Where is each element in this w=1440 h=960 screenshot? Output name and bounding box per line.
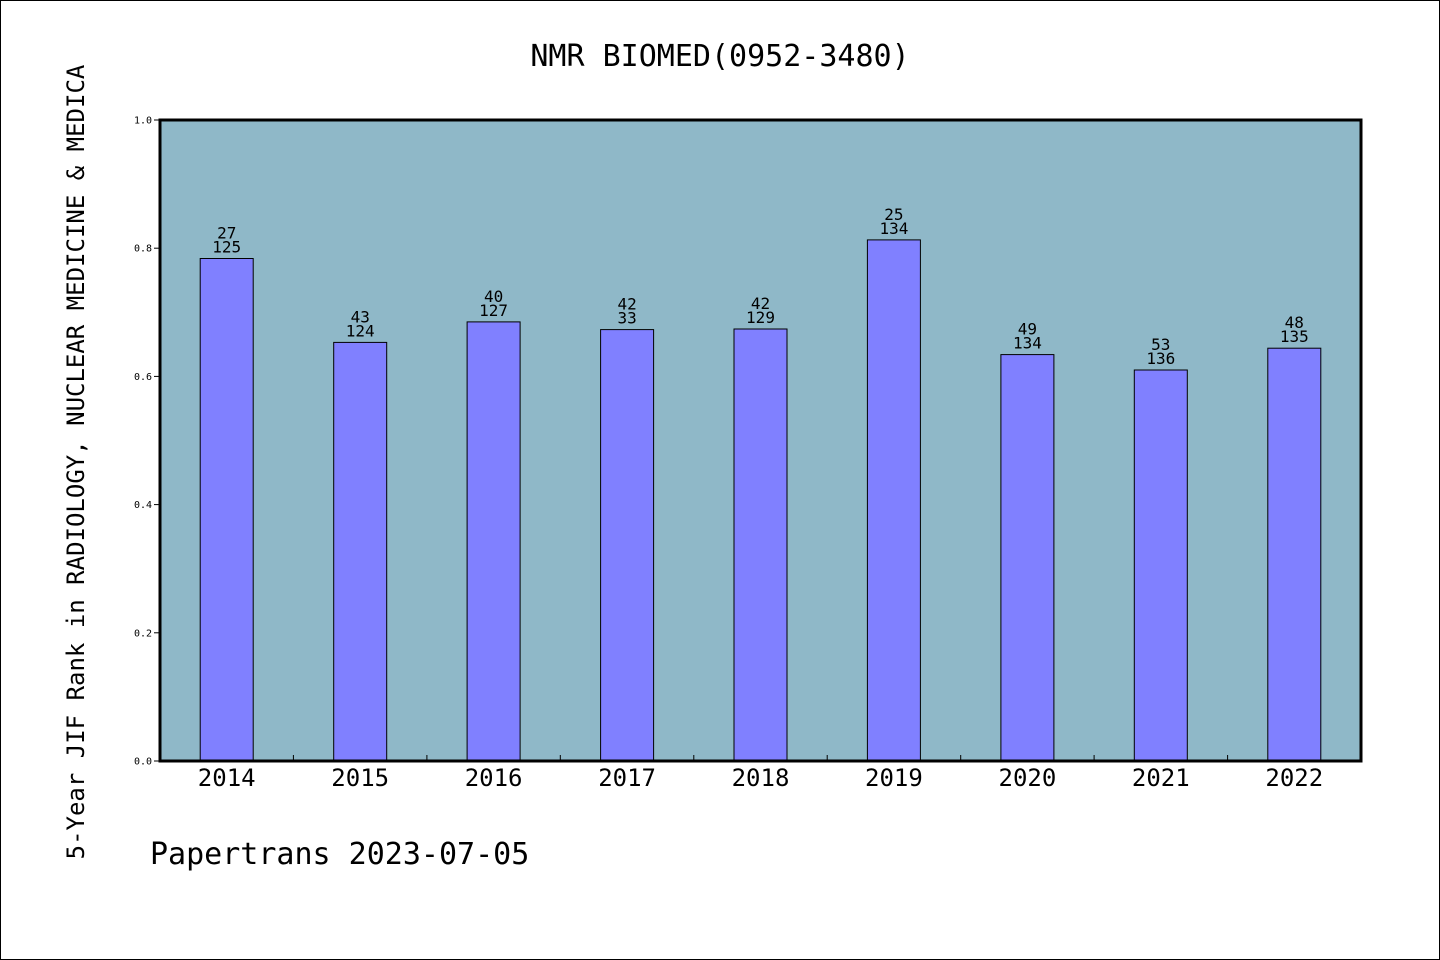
bar-total-label: 136 xyxy=(1146,349,1175,368)
y-axis: 0.0 0.2 0.4 0.6 0.8 1.0 xyxy=(134,116,160,768)
bar-2020 xyxy=(1000,354,1055,762)
bar-2019 xyxy=(866,239,921,762)
bar-2022 xyxy=(1267,347,1322,762)
x-tick-label: 2018 xyxy=(732,764,790,792)
x-tick-label: 2017 xyxy=(598,764,656,792)
y-tick-label: 0.0 xyxy=(134,757,152,768)
bar-total-label: 125 xyxy=(212,238,241,257)
footer-text: Papertrans 2023-07-05 xyxy=(150,837,529,872)
bar-2018 xyxy=(733,328,788,762)
bar-total-label: 135 xyxy=(1280,327,1309,346)
bar-rank-label: 40 xyxy=(484,287,503,306)
y-tick-label: 0.8 xyxy=(134,244,152,255)
bar-rank-label: 27 xyxy=(217,224,236,243)
bar-total-label: 33 xyxy=(617,309,636,328)
y-tick-label: 0.2 xyxy=(134,628,152,639)
bar-2015 xyxy=(333,341,388,762)
x-tick-label: 2020 xyxy=(999,764,1057,792)
bar-rank-label: 43 xyxy=(351,307,370,326)
x-tick-label: 2016 xyxy=(465,764,523,792)
bar-total-label: 134 xyxy=(1013,334,1042,353)
bar-total-label: 134 xyxy=(879,219,908,238)
x-tick-label: 2015 xyxy=(331,764,389,792)
x-axis: 2014 2015 2016 2017 2018 2019 2020 2021 2022 xyxy=(198,755,1323,792)
plot-border xyxy=(158,118,1363,763)
bar-2016 xyxy=(466,321,521,762)
bar-rank-label: 42 xyxy=(617,295,636,314)
bar-rank-label: 53 xyxy=(1151,335,1170,354)
y-tick-label: 0.6 xyxy=(134,372,152,383)
x-tick-label: 2019 xyxy=(865,764,923,792)
y-axis-label: 5-Year JIF Rank in RADIOLOGY, NUCLEAR ME… xyxy=(62,64,90,859)
chart-title: NMR BIOMED(0952-3480) xyxy=(530,39,909,74)
bars-group xyxy=(199,239,1322,762)
bar-rank-label: 49 xyxy=(1018,320,1037,339)
x-tick-label: 2022 xyxy=(1265,764,1323,792)
bar-total-label: 129 xyxy=(746,308,775,327)
bar-rank-label: 48 xyxy=(1285,313,1304,332)
x-tick-label: 2021 xyxy=(1132,764,1190,792)
bar-2017 xyxy=(600,329,655,762)
y-tick-label: 1.0 xyxy=(134,116,152,127)
x-tick-label: 2014 xyxy=(198,764,256,792)
bar-2021 xyxy=(1133,369,1188,762)
bar-2014 xyxy=(199,258,254,762)
bar-total-label: 124 xyxy=(346,321,375,340)
bar-rank-label: 25 xyxy=(884,205,903,224)
bar-total-label: 127 xyxy=(479,301,508,320)
y-tick-label: 0.4 xyxy=(134,500,152,511)
bar-rank-label: 42 xyxy=(751,294,770,313)
